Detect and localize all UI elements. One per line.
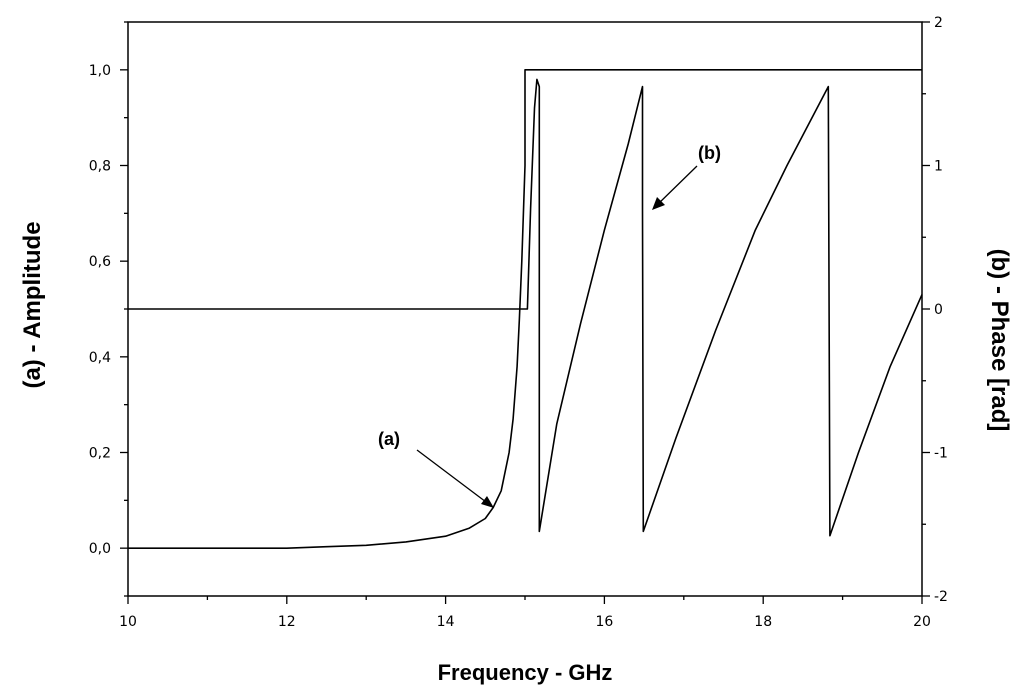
amplitude-series-line (128, 69, 922, 550)
y2-tick-label: 0 (934, 302, 943, 318)
y2-axis-title: (b) - Phase [rad] (986, 249, 1013, 432)
x-tick-label: 14 (437, 614, 455, 630)
y-tick-label: 0,2 (89, 446, 111, 462)
y2-tick-label: 2 (934, 15, 943, 31)
annotation-b-arrow (655, 165, 698, 207)
x-tick-label: 18 (754, 614, 772, 630)
x-tick-label: 12 (278, 614, 296, 630)
annotation-b-arrowhead (652, 197, 665, 210)
annotation-a-arrowhead (481, 496, 494, 508)
y-axis-title: (a) - Amplitude (19, 221, 46, 388)
y2-tick-label: -2 (934, 589, 948, 605)
phase-series-line (128, 78, 923, 537)
x-tick-label: 16 (595, 614, 613, 630)
x-axis-title: Frequency - GHz (438, 660, 613, 685)
y-tick-label: 0,0 (89, 541, 111, 557)
axis-ticks (120, 21, 930, 604)
y-tick-label: 1,0 (89, 63, 111, 79)
y-tick-label: 0,6 (89, 254, 111, 270)
y-tick-label: 0,8 (89, 159, 111, 175)
x-tick-label: 10 (119, 614, 137, 630)
y2-tick-label: 1 (934, 159, 943, 175)
annotation-b-label: (b) (698, 143, 721, 163)
x-tick-label: 20 (913, 614, 931, 630)
y2-tick-label: -1 (934, 446, 948, 462)
series-lines (128, 69, 923, 550)
annotation-a-label: (a) (378, 429, 400, 449)
annotation-a-arrow (416, 449, 491, 506)
y-tick-label: 0,4 (89, 350, 111, 366)
